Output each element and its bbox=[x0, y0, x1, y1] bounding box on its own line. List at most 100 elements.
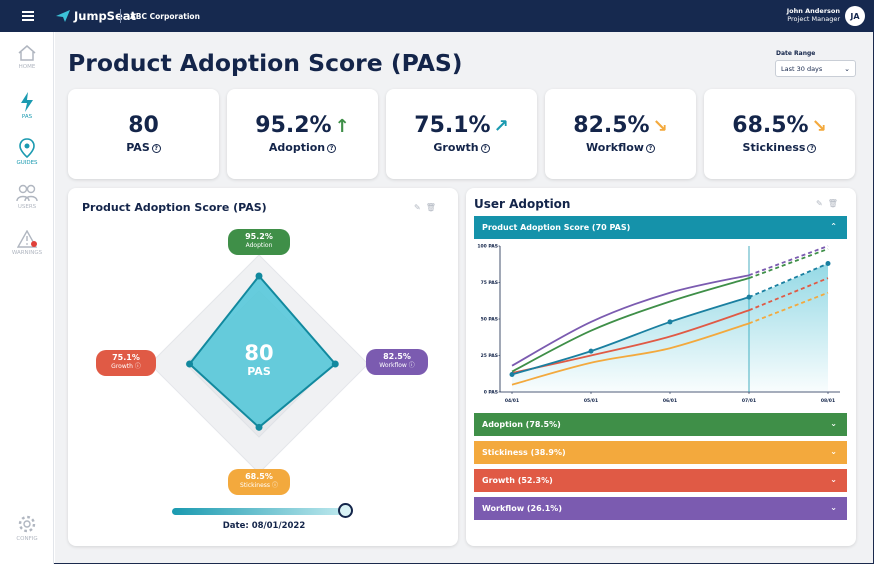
x-tick-label: 05/01 bbox=[584, 398, 598, 404]
date-range-label: Date Range bbox=[776, 50, 815, 57]
radar-label-name: Adoption bbox=[228, 241, 290, 250]
radar-center-value: 80 bbox=[210, 341, 308, 365]
kpi-label: Growth? bbox=[386, 141, 537, 154]
brand-name: JumpSeat bbox=[74, 9, 136, 23]
date-slider-handle[interactable] bbox=[338, 503, 353, 518]
top-bar: JumpSeat ABC Corporation John Anderson P… bbox=[0, 0, 874, 32]
arrow-up-right-icon: ↗ bbox=[494, 116, 509, 137]
accordion-label: Product Adoption Score (70 PAS) bbox=[482, 223, 630, 232]
nav-pas[interactable]: PAS bbox=[0, 92, 54, 120]
help-icon: ⓘ bbox=[272, 482, 278, 489]
radar-label-value: 68.5% bbox=[228, 472, 290, 481]
radar-label-growth[interactable]: 75.1% Growth ⓘ bbox=[96, 350, 156, 376]
trash-icon[interactable]: 🗑 bbox=[828, 199, 838, 208]
radar-label-name: Growth ⓘ bbox=[96, 362, 156, 371]
help-icon: ? bbox=[481, 144, 490, 153]
series-point bbox=[826, 261, 831, 266]
nav-config[interactable]: CONFIG bbox=[0, 514, 54, 542]
y-tick-label: 100 PAS bbox=[477, 244, 498, 250]
jumpseat-logo-icon bbox=[56, 10, 70, 22]
arrow-down-right-icon: ↘ bbox=[812, 116, 827, 137]
radar-label-adoption[interactable]: 95.2% Adoption bbox=[228, 229, 290, 255]
chevron-down-icon: ⌄ bbox=[830, 419, 837, 428]
adoption-line-chart: 0 PAS 25 PAS 50 PAS 75 PAS 100 PAS 04/01 05/01… bbox=[474, 239, 847, 409]
panel-title: Product Adoption Score (PAS) bbox=[82, 201, 267, 214]
date-range-select[interactable]: Last 30 days ⌄ bbox=[775, 60, 856, 77]
help-icon: ? bbox=[807, 144, 816, 153]
radar-point-stickiness bbox=[256, 424, 263, 431]
accordion-pas[interactable]: Product Adoption Score (70 PAS) ⌃ bbox=[474, 216, 847, 239]
help-icon: ⓘ bbox=[135, 363, 141, 370]
accordion-stickiness[interactable]: Stickiness (38.9%) ⌄ bbox=[474, 441, 847, 464]
arrow-up-icon: ↑ bbox=[335, 116, 350, 137]
radar-label-workflow[interactable]: 82.5% Workflow ⓘ bbox=[366, 349, 428, 375]
radar-label-stickiness[interactable]: 68.5% Stickiness ⓘ bbox=[228, 469, 290, 495]
panel-tools: ✎ 🗑 bbox=[816, 199, 838, 208]
series-point bbox=[510, 372, 515, 377]
date-slider-track[interactable] bbox=[172, 508, 346, 515]
chevron-down-icon: ⌄ bbox=[830, 475, 837, 484]
x-tick-label: 04/01 bbox=[505, 398, 519, 404]
home-icon bbox=[17, 44, 37, 62]
users-icon bbox=[16, 184, 38, 202]
accordion-adoption[interactable]: Adoption (78.5%) ⌄ bbox=[474, 413, 847, 436]
kpi-label: Adoption? bbox=[227, 141, 378, 154]
nav-warnings[interactable]: WARNINGS bbox=[0, 230, 54, 256]
radar-label-value: 75.1% bbox=[96, 353, 156, 362]
kpi-label: Stickiness? bbox=[704, 141, 855, 154]
kpi-card-growth[interactable]: 75.1% ↗ Growth? bbox=[386, 89, 537, 179]
kpi-value: 75.1% ↗ bbox=[386, 113, 537, 138]
y-tick-label: 25 PAS bbox=[481, 353, 498, 359]
panel-tools: ✎ 🗑 bbox=[414, 203, 436, 212]
help-icon: ? bbox=[152, 144, 161, 153]
user-info[interactable]: John Anderson Project Manager bbox=[787, 7, 840, 23]
map-pin-icon bbox=[18, 138, 36, 158]
kpi-value: 80 bbox=[68, 113, 219, 138]
radar-point-workflow bbox=[332, 361, 339, 368]
edit-icon[interactable]: ✎ bbox=[414, 203, 421, 212]
nav-label: HOME bbox=[19, 64, 36, 70]
series-area bbox=[512, 264, 828, 392]
kpi-card-workflow[interactable]: 82.5% ↘ Workflow? bbox=[545, 89, 696, 179]
arrow-down-right-icon: ↘ bbox=[653, 116, 668, 137]
kpi-value: 95.2% ↑ bbox=[227, 113, 378, 138]
page-title: Product Adoption Score (PAS) bbox=[68, 49, 463, 77]
series-point bbox=[589, 349, 594, 354]
kpi-label: Workflow? bbox=[545, 141, 696, 154]
avatar[interactable]: JA bbox=[845, 6, 865, 26]
series-point bbox=[747, 295, 752, 300]
radar-label-name: Workflow ⓘ bbox=[366, 361, 428, 370]
help-icon: ? bbox=[646, 144, 655, 153]
kpi-card-adoption[interactable]: 95.2% ↑ Adoption? bbox=[227, 89, 378, 179]
corporation-name: ABC Corporation bbox=[130, 12, 200, 21]
user-role: Project Manager bbox=[787, 15, 840, 23]
kpi-value: 82.5% ↘ bbox=[545, 113, 696, 138]
kpi-label: PAS? bbox=[68, 141, 219, 154]
warning-icon bbox=[17, 230, 37, 248]
y-tick-label: 75 PAS bbox=[481, 280, 498, 286]
kpi-card-stickiness[interactable]: 68.5% ↘ Stickiness? bbox=[704, 89, 855, 179]
nav-home[interactable]: HOME bbox=[0, 44, 54, 70]
user-name: John Anderson bbox=[787, 7, 840, 15]
accordion-workflow[interactable]: Workflow (26.1%) ⌄ bbox=[474, 497, 847, 520]
kpi-card-pas[interactable]: 80 PAS? bbox=[68, 89, 219, 179]
chevron-up-icon: ⌃ bbox=[830, 222, 837, 231]
nav-users[interactable]: USERS bbox=[0, 184, 54, 210]
trash-icon[interactable]: 🗑 bbox=[426, 203, 436, 212]
y-tick-label: 0 PAS bbox=[484, 390, 498, 396]
accordion-growth[interactable]: Growth (52.3%) ⌄ bbox=[474, 469, 847, 492]
nav-label: USERS bbox=[18, 204, 36, 210]
brand-logo[interactable]: JumpSeat bbox=[56, 9, 136, 23]
help-icon: ? bbox=[327, 144, 336, 153]
kpi-value: 68.5% ↘ bbox=[704, 113, 855, 138]
x-tick-label: 06/01 bbox=[663, 398, 677, 404]
menu-icon[interactable] bbox=[22, 11, 34, 21]
nav-label: PAS bbox=[22, 114, 32, 120]
radar-point-growth bbox=[186, 361, 193, 368]
nav-guides[interactable]: GUIDES bbox=[0, 138, 54, 166]
radar-label-name: Stickiness ⓘ bbox=[228, 481, 290, 490]
edit-icon[interactable]: ✎ bbox=[816, 199, 823, 208]
radar-label-value: 82.5% bbox=[366, 352, 428, 361]
sidebar: HOME PAS GUIDES USERS WARNINGS CONFIG bbox=[0, 32, 54, 564]
series-point bbox=[668, 319, 673, 324]
